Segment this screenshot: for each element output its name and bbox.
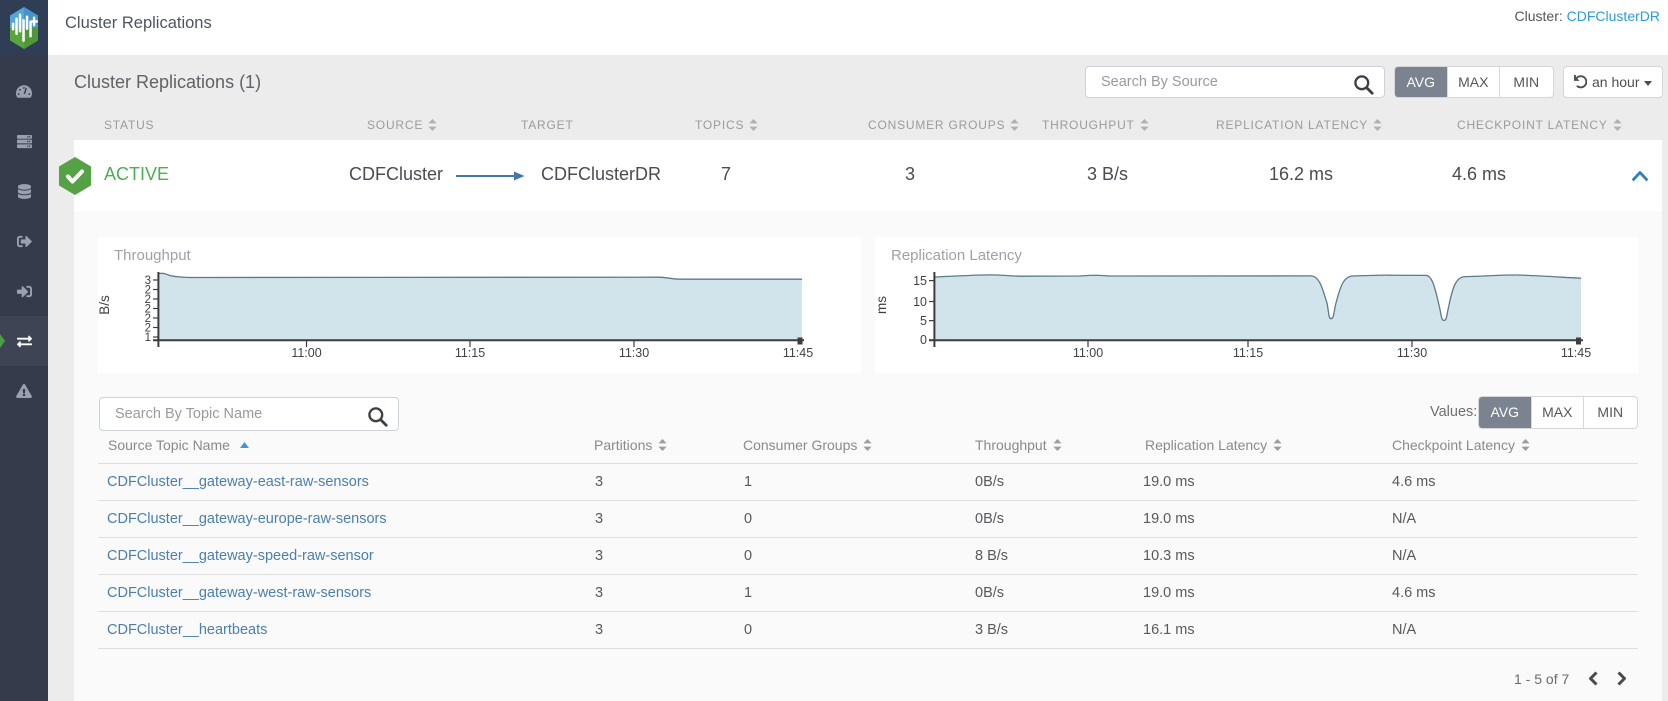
svg-text:11:30: 11:30 (619, 346, 649, 360)
svg-text:11:00: 11:00 (291, 346, 321, 360)
svg-text:ms: ms (875, 296, 889, 314)
svg-text:Throughput: Throughput (114, 247, 192, 264)
svg-text:2: 2 (145, 313, 151, 325)
svg-text:11:45: 11:45 (783, 346, 813, 360)
svg-text:15: 15 (913, 274, 927, 288)
svg-text:10: 10 (913, 295, 927, 309)
svg-text:0: 0 (920, 333, 927, 347)
svg-text:11:15: 11:15 (455, 346, 485, 360)
svg-text:2: 2 (145, 304, 151, 316)
svg-text:11:00: 11:00 (1073, 346, 1103, 360)
svg-text:11:15: 11:15 (1233, 346, 1263, 360)
svg-text:5: 5 (920, 314, 927, 328)
svg-text:2: 2 (145, 285, 151, 297)
svg-text:11:45: 11:45 (1561, 346, 1591, 360)
svg-text:2: 2 (145, 323, 151, 335)
svg-text:3: 3 (145, 275, 151, 287)
svg-text:B/s: B/s (98, 295, 112, 315)
svg-text:1: 1 (145, 332, 151, 344)
svg-text:2: 2 (145, 294, 151, 306)
svg-text:11:30: 11:30 (1397, 346, 1427, 360)
svg-text:Replication Latency: Replication Latency (891, 247, 1022, 264)
